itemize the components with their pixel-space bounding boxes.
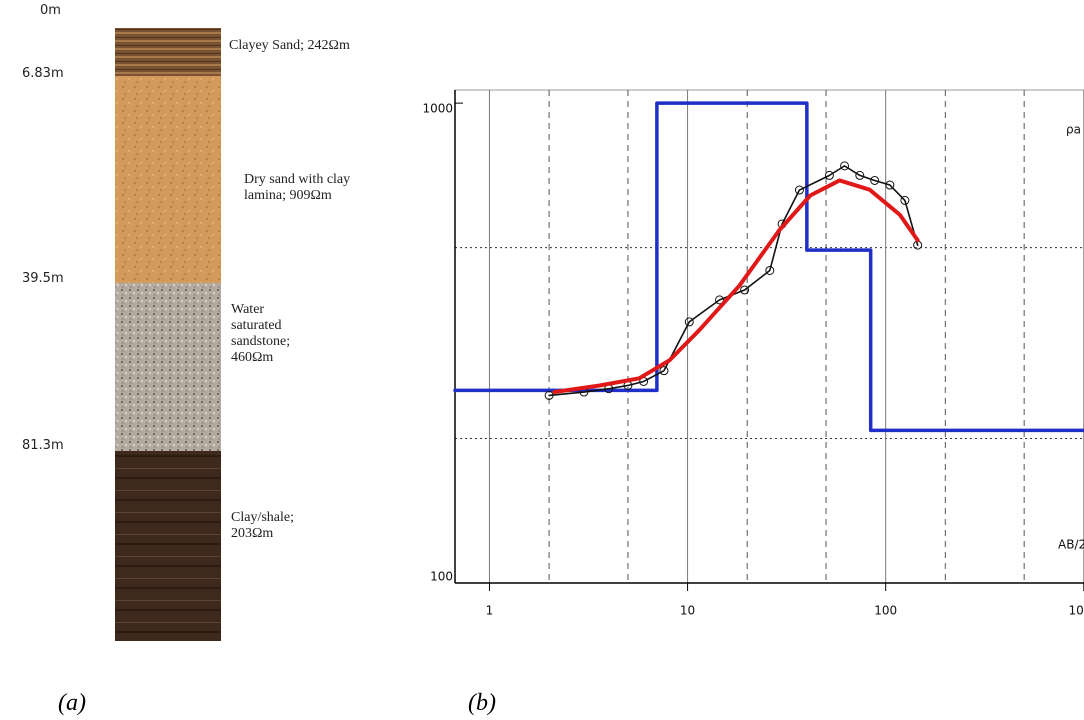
data-point (684, 317, 694, 327)
caption: (a) (58, 690, 86, 716)
data-point (824, 170, 834, 180)
data-point (740, 285, 750, 295)
data-point (794, 185, 804, 195)
x-tick-label: 1 (486, 604, 494, 618)
y-axis-label: ρa (1066, 123, 1081, 137)
x-axis-label: AB/2 (1058, 538, 1084, 552)
data-point (765, 265, 775, 275)
depth-label: 39.5m (22, 271, 64, 286)
data-point (544, 390, 554, 400)
y-tick-label: 100 (430, 570, 453, 584)
layer-label: Dry sand with clay lamina; 909Ωm (244, 172, 351, 203)
layer-label: Clay/shale; 203Ωm (231, 510, 294, 541)
chart: 1 10 100 1000 100 1000 ρa AB/2 (422, 89, 1084, 618)
x-tick-label: 10 (680, 604, 695, 618)
layer-sandstone (115, 283, 221, 451)
layer-clayey-sand (115, 28, 221, 76)
data-point (659, 366, 669, 376)
depth-label: 6.83m (22, 66, 64, 81)
series-line (453, 101, 1084, 433)
depth-label: 81.3m (22, 438, 64, 453)
series-line (548, 165, 919, 397)
data-point (900, 195, 910, 205)
x-tick-label: 1000 (1069, 604, 1084, 618)
data-point (870, 175, 880, 185)
column (115, 28, 221, 641)
layer-label: Clayey Sand; 242Ωm (229, 38, 350, 53)
layer-dry-sand (115, 76, 221, 283)
data-point (715, 295, 725, 305)
series-line (552, 178, 920, 395)
depth-label: 0m (40, 3, 61, 18)
layer-label: Water saturated sandstone; 460Ωm (231, 302, 291, 365)
x-tick-label: 100 (874, 604, 897, 618)
data-point (840, 161, 850, 171)
data-point (885, 180, 895, 190)
data-point (855, 170, 865, 180)
caption: (b) (468, 690, 496, 716)
y-tick-label: 1000 (422, 102, 453, 116)
layer-shale (115, 451, 221, 641)
